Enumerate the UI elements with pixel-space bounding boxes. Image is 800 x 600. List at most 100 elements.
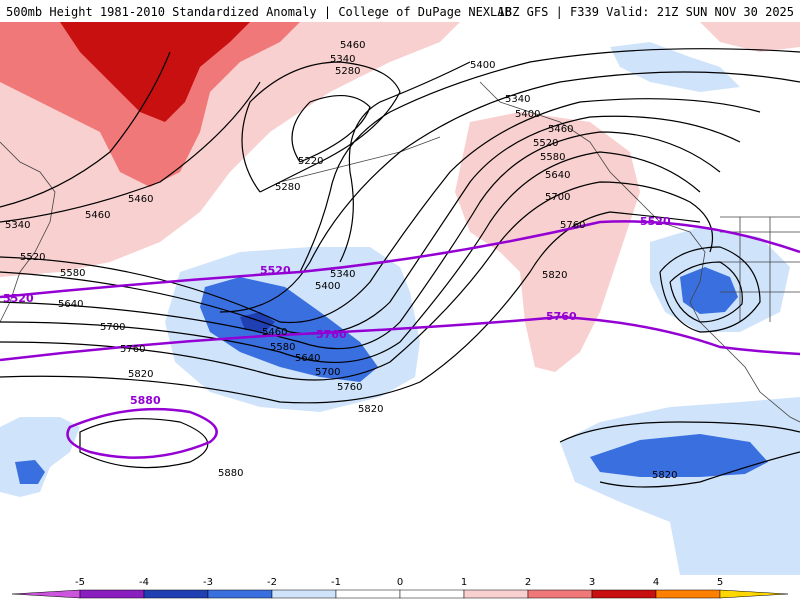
colorbar-segment-pos2: [527, 589, 593, 599]
height-label: 5340: [5, 220, 30, 231]
height-label: 5280: [335, 66, 360, 77]
height-contour-west-us-low: [659, 246, 761, 333]
height-contour-5220-a: [291, 94, 371, 163]
height-contour-5280-a: [241, 61, 401, 193]
height-label: 5700: [100, 322, 125, 333]
colorbar-ticks: -5 -4 -3 -2 -1 0 1 2 3 4 5: [75, 577, 723, 588]
colorbar-tick: 1: [461, 577, 467, 588]
climo-label: 5520: [3, 292, 34, 305]
height-label: 5700: [545, 192, 570, 203]
height-label: 5820: [542, 270, 567, 281]
climo-label: 5520: [640, 215, 671, 228]
anomaly-neg2-central-pacific: [200, 277, 378, 382]
colorbar-segment-neutral-low: [335, 589, 401, 599]
height-label: 5400: [515, 109, 540, 120]
anomaly-neg1-north: [610, 42, 740, 92]
colorbar-segment-neutral-high: [399, 589, 465, 599]
climo-contour-5760: [0, 315, 800, 362]
colorbar-segment-pos1: [463, 589, 529, 599]
height-label: 5520: [20, 252, 45, 263]
climo-contour-5520: [0, 220, 800, 299]
colorbar-tick: -1: [331, 577, 341, 588]
height-label: 5460: [85, 210, 110, 221]
colorbar-tick: 2: [525, 577, 531, 588]
height-label: 5340: [330, 54, 355, 65]
height-contour-5640-a: [0, 131, 721, 350]
climo-label: 5760: [546, 310, 577, 323]
climatology-labels: 5520 5520 5520 5760 5760 5880: [3, 215, 671, 407]
colorbar-segments: [11, 589, 789, 599]
us-state-borders: [720, 216, 800, 322]
colorbar-segment-neg2: [207, 589, 273, 599]
height-label: 5400: [470, 60, 495, 71]
height-label: 5820: [652, 470, 677, 481]
colorbar-segment-pos5: [719, 589, 789, 599]
height-label: 5820: [128, 369, 153, 380]
height-label: 5580: [270, 342, 295, 353]
height-contour-5700-a: [0, 151, 701, 364]
height-label: 5880: [218, 468, 243, 479]
model-run-info: 18Z GFS | F339 Valid: 21Z SUN NOV 30 202…: [497, 5, 794, 19]
colorbar-segment-neg4: [79, 589, 145, 599]
anomaly-colorbar: -5 -4 -3 -2 -1 0 1 2 3 4 5: [0, 575, 800, 600]
anomaly-pos3-northwest: [60, 22, 250, 122]
climo-contour-5880: [66, 407, 218, 459]
height-label: 5820: [358, 404, 383, 415]
climo-label: 5880: [130, 394, 161, 407]
anomaly-map: 5460 5340 5280 5400 5340 5400 5460 5520 …: [0, 22, 800, 575]
height-label: 5760: [120, 344, 145, 355]
anomaly-neg2-southwest: [15, 460, 45, 484]
height-label: 5700: [315, 367, 340, 378]
height-labels: 5460 5340 5280 5400 5340 5400 5460 5520 …: [5, 40, 677, 481]
height-label: 5580: [60, 268, 85, 279]
height-contours: [0, 48, 800, 488]
colorbar-segment-neg1: [271, 589, 337, 599]
height-label: 5220: [298, 156, 323, 167]
coastline-alaska: [479, 81, 691, 233]
colorbar-tick: -4: [139, 577, 149, 588]
climo-label: 5520: [260, 264, 291, 277]
height-label: 5640: [545, 170, 570, 181]
height-label: 5520: [533, 138, 558, 149]
colorbar-segment-neg3: [143, 589, 209, 599]
colorbar-tick: -2: [267, 577, 277, 588]
colorbar-tick: 0: [397, 577, 403, 588]
colorbar-segment-pos3: [591, 589, 657, 599]
height-label: 5640: [58, 299, 83, 310]
colorbar-tick: 4: [653, 577, 659, 588]
height-contour-5760-a: [0, 181, 714, 381]
climo-label: 5760: [316, 328, 347, 341]
anomaly-neg2-southeast: [590, 434, 768, 477]
height-contour-5580-a: [0, 115, 741, 335]
height-label: 5340: [505, 94, 530, 105]
height-contour-5520-a: [0, 98, 761, 324]
colorbar-tick: -3: [203, 577, 213, 588]
height-label: 5400: [315, 281, 340, 292]
colorbar-segment-pos4: [655, 589, 721, 599]
height-label: 5760: [560, 220, 585, 231]
colorbar-tick: 5: [717, 577, 723, 588]
coastline-aleutians: [279, 136, 441, 183]
colorbar-tick: -5: [75, 577, 85, 588]
height-label: 5460: [340, 40, 365, 51]
height-label: 5760: [337, 382, 362, 393]
map-header: 500mb Height 1981-2010 Standardized Anom…: [0, 0, 800, 22]
climatology-contours: [0, 220, 800, 459]
coastline-asia: [0, 141, 56, 323]
height-label: 5640: [295, 353, 320, 364]
height-label: 5460: [262, 327, 287, 338]
height-label: 5580: [540, 152, 565, 163]
height-label: 5340: [330, 269, 355, 280]
height-label: 5460: [128, 194, 153, 205]
height-label: 5280: [275, 182, 300, 193]
height-contour-southeast: [559, 421, 800, 488]
height-contour-5400-a: [299, 48, 800, 273]
height-label: 5460: [548, 124, 573, 135]
anomaly-pos1-northeast-spot: [700, 22, 800, 52]
height-contour-5820-a: [0, 211, 701, 404]
anomaly-neg2-west-us: [680, 267, 738, 314]
colorbar-tick: 3: [589, 577, 595, 588]
height-contour-5460-a: [0, 71, 800, 313]
coastlines: [0, 81, 800, 423]
map-title: 500mb Height 1981-2010 Standardized Anom…: [6, 5, 512, 19]
